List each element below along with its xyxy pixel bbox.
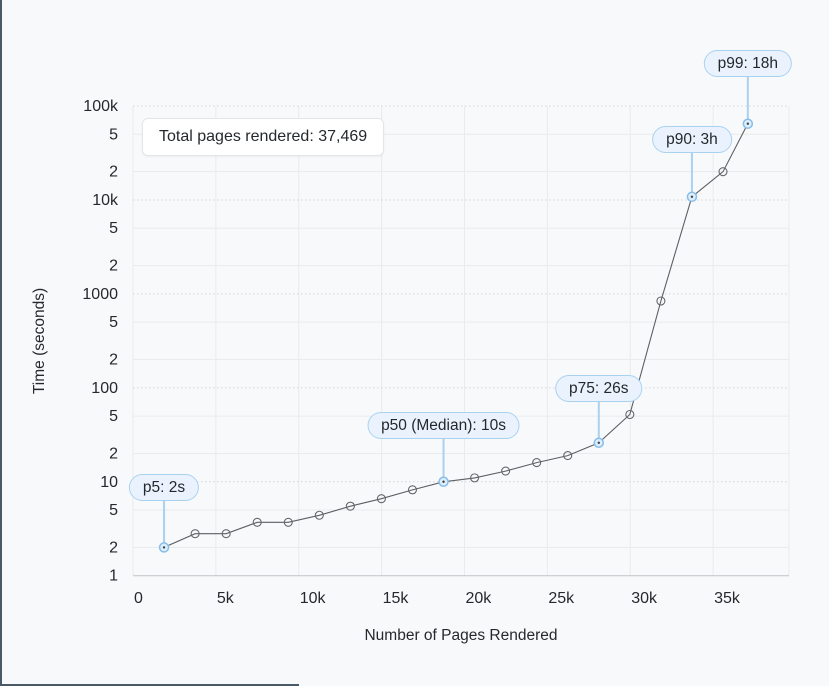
data-point-marker xyxy=(190,529,200,539)
y-tick-label: 100k xyxy=(83,98,119,115)
y-tick-label: 5 xyxy=(109,314,118,331)
y-tick-label: 2 xyxy=(109,352,118,369)
percentile-line xyxy=(163,123,749,548)
annotation-pill-p90: p90: 3h xyxy=(652,126,732,153)
highlighted-point-dot xyxy=(746,122,750,125)
data-point-marker xyxy=(501,466,511,476)
data-point-marker xyxy=(252,517,262,527)
annotation-pill-p99: p99: 18h xyxy=(703,50,792,77)
y-tick-label: 5 xyxy=(109,502,118,519)
y-tick-label: 2 xyxy=(109,445,118,462)
highlighted-point-dot xyxy=(597,441,600,444)
annotation-pill-p75: p75: 26s xyxy=(555,375,643,402)
data-point-marker xyxy=(376,494,386,504)
data-point-marker xyxy=(470,473,480,483)
x-tick-label: 20k xyxy=(466,590,493,607)
y-tick-label: 2 xyxy=(109,539,118,556)
data-point-marker xyxy=(221,529,231,539)
data-point-marker xyxy=(283,517,293,527)
data-point-marker xyxy=(345,501,355,511)
x-tick-label: 5k xyxy=(217,590,235,607)
annotation-pill-p5: p5: 2s xyxy=(128,474,200,501)
y-tick-label: 10k xyxy=(92,192,119,209)
y-tick-label: 5 xyxy=(109,220,118,237)
data-point-marker xyxy=(625,409,635,420)
x-tick-label: 10k xyxy=(300,590,327,607)
y-tick-label: 1000 xyxy=(82,286,118,303)
data-point-marker xyxy=(656,296,666,306)
y-tick-label: 1 xyxy=(109,568,118,585)
x-axis-title: Number of Pages Rendered xyxy=(364,627,557,644)
data-point-marker xyxy=(563,451,573,461)
x-tick-label: 30k xyxy=(631,590,658,607)
y-tick-label: 10 xyxy=(100,474,118,491)
annotation-pill-p50: p50 (Median): 10s xyxy=(367,412,520,439)
x-tick-label: 35k xyxy=(714,590,741,607)
x-tick-label: 15k xyxy=(383,590,410,607)
data-point-marker xyxy=(407,485,418,495)
data-point-marker xyxy=(314,510,324,520)
data-point-marker xyxy=(718,167,728,177)
highlighted-point-dot xyxy=(442,480,445,483)
y-tick-label: 2 xyxy=(109,164,118,181)
y-tick-label: 5 xyxy=(109,126,118,143)
highlighted-point-dot xyxy=(690,195,694,199)
data-point-marker xyxy=(532,458,542,468)
highlighted-point-dot xyxy=(162,546,166,549)
x-tick-label: 25k xyxy=(548,590,575,607)
y-tick-label: 100 xyxy=(91,380,118,397)
y-axis-title: Time (seconds) xyxy=(31,288,48,394)
total-pages-tooltip: Total pages rendered: 37,469 xyxy=(142,118,385,156)
window-edge-bottom xyxy=(0,684,299,686)
window-edge-left xyxy=(0,0,2,686)
x-tick-label: 0 xyxy=(134,590,143,607)
y-tick-label: 5 xyxy=(109,408,118,425)
y-tick-label: 2 xyxy=(109,258,118,275)
